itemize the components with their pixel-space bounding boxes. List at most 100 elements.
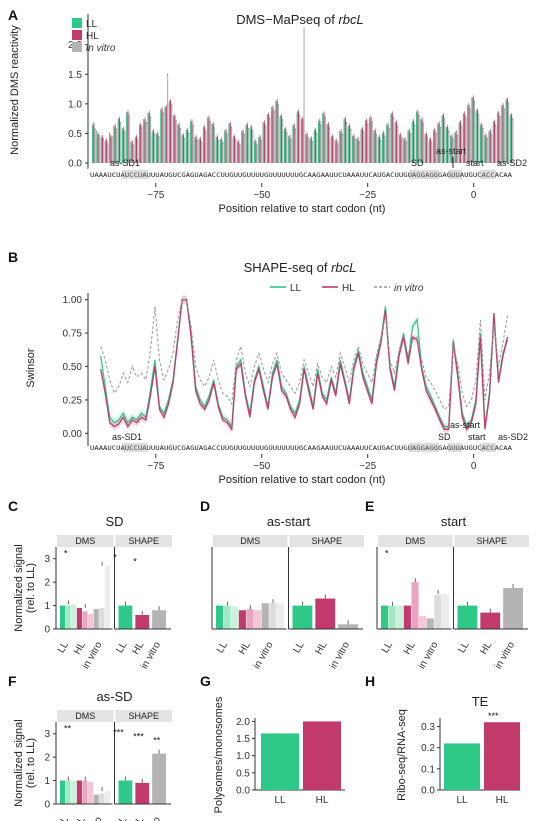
panel-a-bar	[253, 142, 256, 163]
panel-b-ylabel: Swinsor	[25, 348, 37, 387]
panel-f-dms-bar	[65, 780, 71, 804]
panel-a-bar	[208, 117, 210, 163]
panel-a-bar	[489, 131, 491, 163]
panel-f-shape-bar	[152, 753, 166, 804]
panel-a-bar	[233, 136, 236, 163]
panel-a-bar	[263, 122, 265, 163]
panel-a-bar	[236, 143, 239, 163]
panel-a-bar	[326, 125, 328, 163]
panel-a-legend-swatch	[72, 18, 82, 28]
panel-a-bar	[235, 141, 237, 163]
panel-a-bar	[339, 132, 341, 163]
panel-a-title: DMS−MaPseq of rbcL	[236, 12, 364, 27]
panel-a-bar	[294, 130, 297, 163]
panel-a-bar	[134, 138, 136, 163]
panel-a-bar	[275, 102, 277, 163]
panel-a-bar	[128, 116, 130, 163]
panel-a-bar	[185, 131, 187, 163]
panel-b-sequence: UAAAUCUAUCCUAUUUAUGUCGAGUAGACCUUGUUGUUUU…	[90, 445, 512, 452]
panel-a-bar	[249, 128, 251, 163]
panel-a-bar	[110, 136, 112, 163]
panel-b-annot-start: start	[468, 432, 486, 442]
panel-a-bar	[367, 125, 369, 163]
panel-a-bar	[293, 125, 295, 163]
panel-f-ylabel: (rel. to LL)	[25, 738, 37, 788]
panel-d-dms-bar	[223, 605, 231, 629]
panel-a-bar	[331, 136, 334, 163]
panel-b-ribbon	[100, 295, 508, 431]
panel-b-seq-highlight	[122, 443, 148, 452]
panel-d-dms-bar	[216, 605, 224, 629]
panel-a-bar	[209, 122, 211, 163]
panel-c-sig-marker: *	[113, 552, 117, 562]
panel-a-bar	[167, 75, 169, 163]
panel-f-strip-dms: DMS	[75, 711, 95, 721]
panel-a-bar	[96, 132, 98, 163]
panel-b-title: SHAPE-seq of rbcL	[244, 260, 357, 275]
panel-a-bar	[415, 113, 418, 163]
panel-a-bar	[205, 132, 207, 163]
panel-a-bar	[459, 122, 462, 163]
panel-a-bar	[388, 129, 390, 163]
panel-a-bar	[215, 138, 217, 163]
panel-d-shape-bar	[315, 598, 336, 629]
panel-a-bar	[194, 138, 196, 163]
panel-a-bar	[467, 106, 469, 163]
panel-a-bar	[395, 122, 398, 163]
panel-a-bar	[378, 136, 381, 163]
panel-a-bar	[465, 118, 467, 163]
panel-d-strip-bg	[213, 535, 288, 547]
panel-label-D: D	[200, 498, 210, 514]
panel-a-bar	[188, 134, 190, 163]
panel-a-bar	[140, 124, 142, 163]
panel-f-strip-shape: SHAPE	[128, 711, 159, 721]
panel-a-bar	[442, 115, 444, 163]
panel-a-seq-highlight	[409, 170, 439, 179]
panel-a-annot-as-sd2: as-SD2	[497, 158, 527, 168]
panel-a-bar	[222, 144, 224, 163]
panel-a-bar	[242, 131, 244, 163]
panel-a-bar	[303, 29, 305, 164]
panel-c-dms-xlabel: LL	[56, 640, 71, 656]
panel-h-ytick-label: 0.1	[421, 764, 435, 775]
panel-g-ytick-label: 1.5	[236, 734, 250, 745]
panel-a-bar	[511, 115, 513, 163]
panel-f-dms-xlabel: LL	[56, 815, 71, 821]
panel-a-bar	[182, 135, 184, 163]
panel-a-bar	[132, 146, 135, 163]
panel-a-bar	[492, 123, 494, 163]
panel-a-xlabel: Position relative to start codon (nt)	[219, 203, 386, 215]
panel-a-bar	[246, 124, 248, 163]
panel-b-seq-highlight	[480, 443, 496, 452]
panel-a-seq-highlight	[448, 170, 462, 179]
panel-a-bar	[322, 115, 324, 163]
panel-a-bar	[161, 109, 163, 163]
panel-a-bar	[273, 112, 275, 163]
panel-d-title: as-start	[267, 514, 311, 529]
panel-b-annot-as-start: as-start	[450, 420, 481, 430]
panel-a-bar	[309, 139, 311, 163]
panel-a-bar	[144, 119, 146, 163]
panel-a-bar	[495, 126, 497, 163]
panel-h-ytick-label: 0.2	[421, 743, 435, 754]
panel-c-ytick-label: 0	[44, 625, 50, 636]
panel-f-strip-bg	[57, 710, 114, 722]
panel-c-dms-bar	[76, 607, 82, 629]
panel-g-xlabel: HL	[316, 795, 329, 806]
panel-a-bar	[458, 123, 460, 163]
panel-f-sig-marker: **	[64, 723, 72, 733]
panel-a-bar	[271, 109, 273, 163]
panel-a-bar	[212, 123, 214, 163]
panel-b-line-hl	[100, 299, 509, 432]
panel-a-bar	[170, 100, 172, 163]
panel-a-bar	[229, 123, 231, 163]
panel-a-bar	[397, 127, 399, 163]
panel-a-bar	[258, 138, 260, 163]
panel-a-ytick-label: 0.5	[68, 129, 82, 140]
panel-f-shape-xlabel: in vitro	[139, 815, 163, 821]
panel-a-bar	[437, 125, 439, 163]
panel-a-bar	[127, 112, 129, 163]
panel-a-bar	[306, 134, 308, 163]
panel-c-shape-xlabel: LL	[114, 640, 129, 656]
panel-a-bar	[448, 132, 450, 163]
